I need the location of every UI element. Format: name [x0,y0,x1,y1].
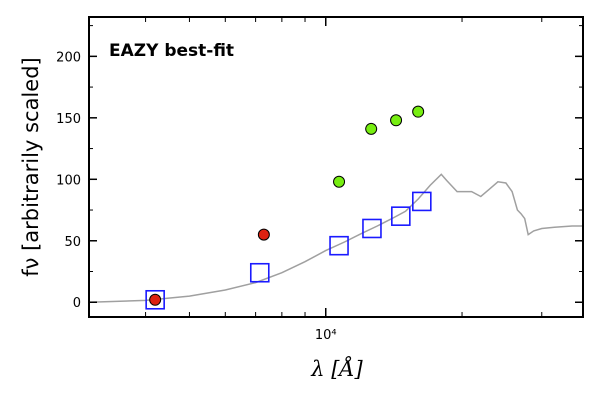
green-point [412,105,425,118]
template-line [88,173,583,303]
square-marker [412,191,432,212]
y-tick-label: 100 [56,173,81,188]
y-tick-label: 50 [64,235,81,250]
red-point [257,228,270,241]
green-point [365,122,378,135]
green-point [333,175,346,188]
data-markers [145,105,432,310]
template-curve-layer [88,173,583,303]
x-axis-label: λ [Å] [310,356,363,381]
y-tick-label: 0 [73,296,81,311]
plot-frame [88,16,584,318]
square-marker [329,235,349,256]
annotation: EAZY best-fit [109,41,234,61]
red-point [149,293,162,306]
y-tick-label: 150 [56,112,81,127]
square-marker [362,218,382,239]
square-marker [145,289,165,310]
square-marker [391,206,411,226]
square-marker [249,262,270,283]
x-tick-label: 10⁴ [315,328,337,343]
y-axis-label: fν [arbitrarily scaled] [19,57,43,276]
y-tick-label: 200 [56,50,81,65]
tick-labels: 0 50 100 150 200 10⁴ [56,50,336,343]
axis-ticks [89,17,583,317]
green-point [390,114,403,127]
